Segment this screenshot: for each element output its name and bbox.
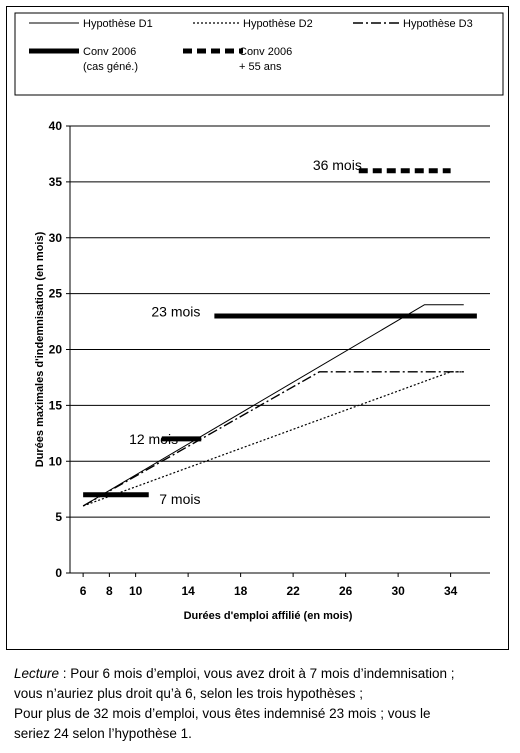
legend-label-2: Hypothèse D2 xyxy=(243,18,313,30)
caption-line-3: Pour plus de 32 mois d’emploi, vous êtes… xyxy=(14,706,431,721)
y-tick-label-5: 20 xyxy=(49,343,63,357)
annotation-3: 12 mois xyxy=(129,431,178,447)
x-tick-label-6: 22 xyxy=(286,584,300,598)
y-axis-title: Durées maximales d'indemnisation (en moi… xyxy=(34,231,46,467)
y-tick-label-8: 35 xyxy=(49,175,63,189)
legend-label-1: Hypothèse D1 xyxy=(83,18,153,30)
chart: Hypothèse D1 Hypothèse D2 Hypothèse D3 Conv… xyxy=(14,12,504,622)
x-tick-label-1: 6 xyxy=(80,584,87,598)
caption-line-1-text: : Pour 6 mois d’emploi, vous avez droit … xyxy=(59,666,455,681)
x-tick-label-9: 34 xyxy=(444,584,458,598)
x-tick-label-5: 18 xyxy=(234,584,248,598)
caption-line-2: vous n’auriez plus droit qu’à 6, selon l… xyxy=(14,686,363,701)
y-tick-label-7: 30 xyxy=(49,231,63,245)
x-tick-label-4: 14 xyxy=(181,584,195,598)
legend-label-5-line-1: Conv 2006 xyxy=(239,46,292,58)
caption-lecture-label: Lecture xyxy=(14,666,60,681)
x-tick-label-8: 30 xyxy=(391,584,405,598)
caption-line-1: Lecture : Pour 6 mois d’emploi, vous ave… xyxy=(14,664,514,684)
y-tick-label-9: 40 xyxy=(49,119,63,133)
annotation-1: 36 mois xyxy=(313,157,362,173)
annotation-4: 7 mois xyxy=(159,491,200,507)
figure-frame: Hypothèse D1 Hypothèse D2 Hypothèse D3 Conv… xyxy=(6,6,509,650)
annotation-2: 23 mois xyxy=(151,304,200,320)
y-tick-label-3: 10 xyxy=(49,454,63,468)
legend-label-4-line-2: (cas géné.) xyxy=(83,61,138,73)
x-tick-label-3: 10 xyxy=(129,584,143,598)
legend-label-4-line-1: Conv 2006 xyxy=(83,46,136,58)
y-tick-label-2: 5 xyxy=(55,510,62,524)
x-axis-title: Durées d'emploi affilié (en mois) xyxy=(184,610,353,622)
legend-label-3: Hypothèse D3 xyxy=(403,18,473,30)
y-tick-label-4: 15 xyxy=(49,398,63,412)
caption-line-4: seriez 24 selon l’hypothèse 1. xyxy=(14,726,192,741)
series-3-line xyxy=(82,371,464,507)
x-tick-label-7: 26 xyxy=(339,584,353,598)
x-tick-label-2: 8 xyxy=(106,584,113,598)
caption: Lecture : Pour 6 mois d’emploi, vous ave… xyxy=(14,664,514,744)
y-tick-label-6: 25 xyxy=(49,287,63,301)
y-tick-label-1: 0 xyxy=(55,566,62,580)
legend-box xyxy=(14,12,504,96)
legend-label-5-line-2: + 55 ans xyxy=(239,61,282,73)
